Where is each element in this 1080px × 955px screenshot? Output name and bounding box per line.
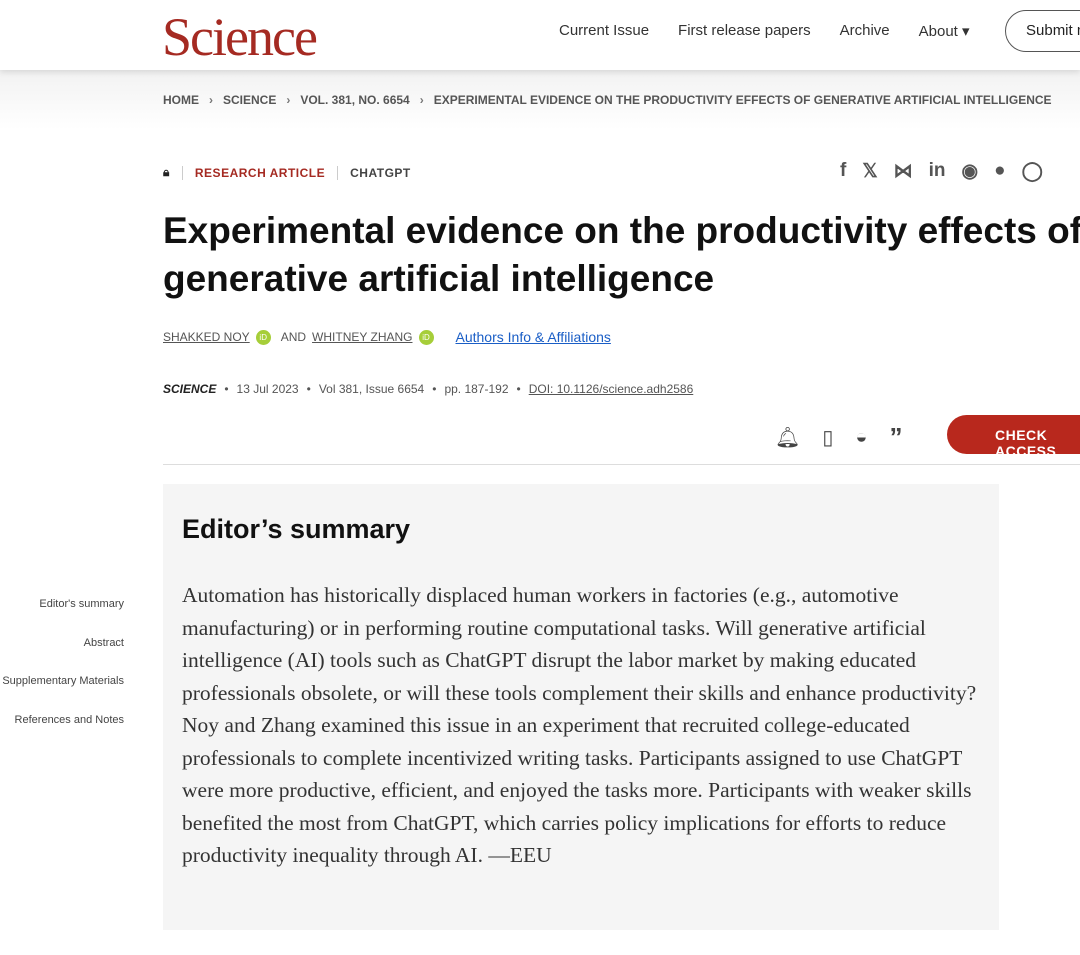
main-nav: Current Issue First release papers Archi… xyxy=(559,22,970,40)
bell-icon[interactable]: 🔔︎ xyxy=(775,427,801,449)
article-tools: 🔔︎ ▯ ◒ ” xyxy=(775,422,903,453)
orcid-icon[interactable]: iD xyxy=(418,329,434,345)
article-title: Experimental evidence on the productivit… xyxy=(163,210,1080,299)
article-tags: 🔒︎ RESEARCH ARTICLE CHATGPT xyxy=(163,165,411,180)
toc-references[interactable]: References and Notes xyxy=(14,713,124,726)
reddit-icon[interactable]: ◉ xyxy=(961,161,979,182)
bookmark-icon[interactable]: ▯ xyxy=(822,427,834,449)
x-icon[interactable]: 𝕏 xyxy=(862,161,878,182)
chevron-right-icon: › xyxy=(209,93,213,107)
science-logo[interactable]: Science xyxy=(162,7,318,67)
toc-editors-summary[interactable]: Editor's summary xyxy=(39,598,124,610)
editors-summary: Editor’s summary Automation has historic… xyxy=(163,484,999,930)
orcid-icon[interactable]: iD xyxy=(255,329,271,345)
altmetric-icon[interactable]: ◒ xyxy=(855,426,868,448)
citation-meta: SCIENCE • 13 Jul 2023 • Vol 381, Issue 665… xyxy=(163,382,694,396)
lock-icon: 🔒︎ xyxy=(163,165,170,179)
summary-text: Automation has historically displaced hu… xyxy=(182,583,977,867)
crumb-home[interactable]: HOME xyxy=(163,93,199,107)
whatsapp-icon[interactable]: ◯ xyxy=(1021,161,1043,182)
breadcrumb-band xyxy=(0,70,1080,130)
site-header: Science Current Issue First release pape… xyxy=(0,0,1080,70)
and-text: AND xyxy=(280,330,307,344)
nav-current-issue[interactable]: Current Issue xyxy=(559,22,650,39)
cite-icon[interactable]: ” xyxy=(889,422,903,452)
journal-name: SCIENCE xyxy=(163,382,217,396)
doi-link[interactable]: DOI: 10.1126/science.adh2586 xyxy=(528,382,694,396)
article-topic[interactable]: CHATGPT xyxy=(350,165,411,180)
section-nav: Editor's summary Abstract Supplementary … xyxy=(2,585,124,739)
submit-button[interactable]: Submit m xyxy=(1005,10,1080,52)
author-list: SHAKKED NOY iD AND WHITNEY ZHANG iD Author… xyxy=(163,329,611,345)
nav-archive[interactable]: Archive xyxy=(839,22,890,39)
breadcrumb: HOME › SCIENCE › VOL. 381, NO. 6654 › EXPER… xyxy=(163,93,1052,107)
affiliations-link[interactable]: Authors Info & Affiliations xyxy=(455,329,611,345)
facebook-icon[interactable]: f xyxy=(840,160,847,181)
author-link[interactable]: SHAKKED NOY xyxy=(163,330,250,344)
chevron-right-icon: › xyxy=(286,93,291,107)
divider xyxy=(163,464,1080,465)
nav-about[interactable]: About ▾ xyxy=(918,23,970,40)
chevron-right-icon: › xyxy=(419,93,424,107)
crumb-volume[interactable]: VOL. 381, NO. 6654 xyxy=(300,93,410,107)
divider xyxy=(337,165,339,180)
check-access-button[interactable]: CHECK ACCESS xyxy=(947,415,1080,459)
pages: pp. 187-192 xyxy=(444,382,509,396)
linkedin-icon[interactable]: in xyxy=(928,160,946,181)
volume-issue: Vol 381, Issue 6654 xyxy=(318,382,425,396)
share-bar: f 𝕏 ⋈ in ◉ ● ◯ xyxy=(840,160,1043,183)
divider xyxy=(181,165,183,180)
crumb-article: EXPERIMENTAL EVIDENCE ON THE PRODUCTIVIT… xyxy=(433,93,1052,107)
wechat-icon[interactable]: ● xyxy=(994,160,1006,181)
toc-abstract[interactable]: Abstract xyxy=(83,636,124,649)
summary-heading: Editor’s summary xyxy=(182,514,411,544)
toc-supplementary[interactable]: Supplementary Materials xyxy=(2,675,124,687)
author-link[interactable]: WHITNEY ZHANG xyxy=(312,330,413,344)
nav-first-release[interactable]: First release papers xyxy=(678,22,811,39)
pub-date: 13 Jul 2023 xyxy=(236,382,299,396)
article-type: RESEARCH ARTICLE xyxy=(194,165,326,180)
bluesky-icon[interactable]: ⋈ xyxy=(893,161,913,182)
crumb-science[interactable]: SCIENCE xyxy=(223,93,277,107)
